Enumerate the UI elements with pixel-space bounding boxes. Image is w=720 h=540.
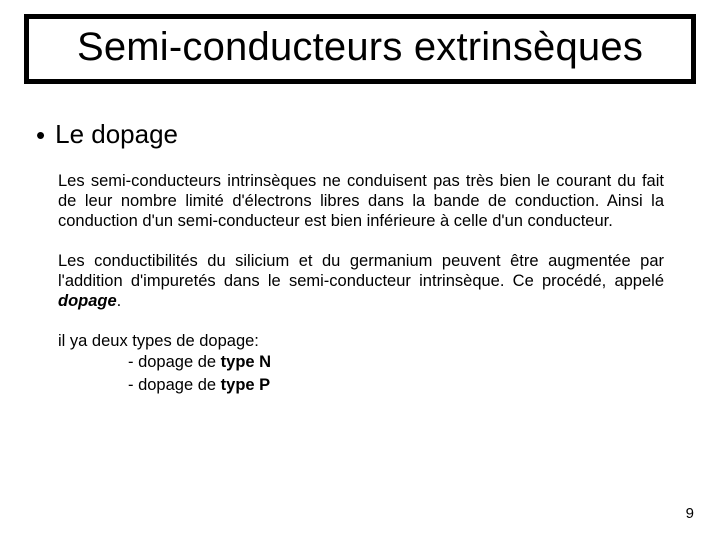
bullet-marker-icon: • <box>36 122 45 148</box>
paragraph-1: Les semi-conducteurs intrinsèques ne con… <box>58 171 664 231</box>
paragraph-3-intro: il ya deux types de dopage: <box>58 331 664 351</box>
paragraph-3: il ya deux types de dopage: - dopage de … <box>58 331 664 396</box>
slide-body: • Le dopage Les semi-conducteurs intrins… <box>58 120 664 396</box>
list-item: - dopage de type P <box>58 374 664 396</box>
bullet-label: Le dopage <box>55 120 178 149</box>
paragraph-2-pre: Les conductibilités du silicium et du ge… <box>58 252 664 290</box>
list-item-2-bold: type P <box>221 376 271 394</box>
list-item-1-bold: type N <box>221 353 271 371</box>
paragraph-2-post: . <box>117 292 122 310</box>
paragraph-2-bold: dopage <box>58 292 117 310</box>
slide-title: Semi-conducteurs extrinsèques <box>39 25 681 69</box>
bullet-row: • Le dopage <box>36 120 664 149</box>
paragraph-2: Les conductibilités du silicium et du ge… <box>58 251 664 311</box>
title-box: Semi-conducteurs extrinsèques <box>24 14 696 84</box>
page-number: 9 <box>686 505 694 522</box>
list-item-1-pre: - dopage de <box>128 353 221 371</box>
list-item-2-pre: - dopage de <box>128 376 221 394</box>
list-item: - dopage de type N <box>58 351 664 373</box>
slide: Semi-conducteurs extrinsèques • Le dopag… <box>0 0 720 540</box>
